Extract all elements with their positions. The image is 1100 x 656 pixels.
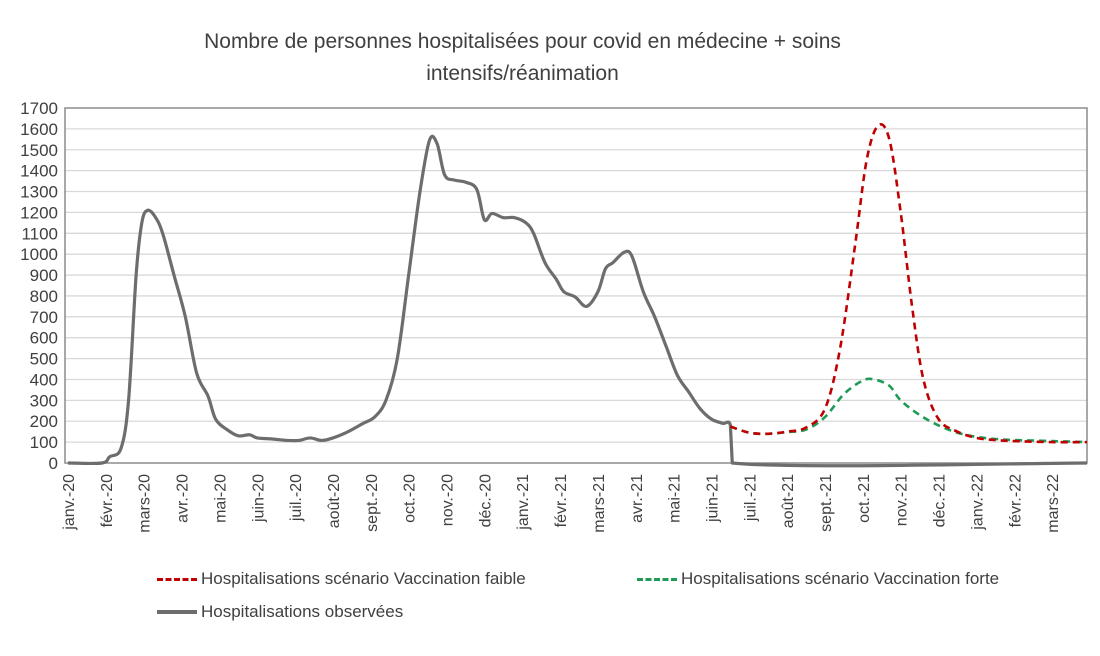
y-tick-label: 1300	[20, 183, 58, 202]
chart-title-line-1: Nombre de personnes hospitalisées pour c…	[204, 30, 841, 53]
y-tick-label: 200	[30, 412, 58, 431]
x-tick-label: juil.-21	[742, 474, 759, 522]
x-tick-label: oct.-21	[856, 474, 873, 523]
y-tick-label: 1400	[20, 162, 58, 181]
series-lines	[67, 123, 1088, 468]
legend-item-vaccination-forte: Hospitalisations scénario Vaccination fo…	[637, 569, 999, 589]
x-tick-label: oct.-20	[402, 474, 419, 523]
x-tick-label: sept.-20	[364, 474, 381, 532]
x-tick-label: févr.-22	[1007, 474, 1024, 527]
x-tick-label: juil.-20	[288, 474, 305, 522]
legend-swatch-grey-solid	[157, 610, 197, 614]
plot-area-border	[64, 107, 1088, 464]
x-tick-label: mai-20	[212, 474, 229, 523]
x-tick-label: déc.-21	[932, 474, 949, 527]
y-tick-label: 600	[30, 329, 58, 348]
chart-title: Nombre de personnes hospitalisées pour c…	[0, 26, 1045, 90]
y-tick-label: 700	[30, 308, 58, 327]
legend-swatch-red-dashed	[157, 577, 197, 581]
y-tick-label: 0	[49, 454, 58, 473]
y-tick-label: 300	[30, 391, 58, 410]
x-tick-label: mai-21	[667, 474, 684, 523]
x-tick-label: mars-22	[1045, 474, 1062, 533]
gridlines	[65, 128, 1087, 443]
x-tick-label: févr.-21	[553, 474, 570, 527]
series-line-observees	[67, 134, 1088, 468]
chart-title-line-2: intensifs/réanimation	[426, 62, 619, 85]
y-tick-label: 1500	[20, 141, 58, 160]
x-tick-label: nov.-21	[894, 474, 911, 526]
legend-label: Hospitalisations observées	[201, 602, 404, 621]
x-tick-label: avr.-21	[629, 474, 646, 523]
y-tick-label: 1600	[20, 120, 58, 139]
x-tick-label: nov.-20	[440, 474, 457, 526]
x-tick-label: janv.-22	[969, 474, 986, 531]
y-tick-label: 100	[30, 433, 58, 452]
y-tick-label: 800	[30, 287, 58, 306]
x-tick-label: sept.-21	[818, 474, 835, 532]
x-tick-label: août-20	[326, 474, 343, 528]
x-tick-label: janv.-20	[61, 474, 78, 531]
y-tick-label: 900	[30, 266, 58, 285]
x-tick-label: mars-21	[591, 474, 608, 533]
y-tick-label: 1700	[20, 99, 58, 118]
y-tick-label: 500	[30, 350, 58, 369]
y-tick-label: 400	[30, 370, 58, 389]
legend-swatch-green-dashed	[637, 577, 677, 581]
legend-label: Hospitalisations scénario Vaccination fa…	[201, 569, 526, 588]
x-tick-label: avr.-20	[175, 474, 192, 523]
y-tick-label: 1000	[20, 245, 58, 264]
y-tick-label: 1200	[20, 203, 58, 222]
x-tick-label: août-21	[780, 474, 797, 528]
x-tick-label: juin-21	[704, 474, 721, 523]
legend-item-observees: Hospitalisations observées	[157, 602, 403, 622]
x-axis-ticks: janv.-20 févr.-20 mars-20 avr.-20 mai-20 juin…	[61, 474, 1062, 533]
x-tick-label: déc.-20	[477, 474, 494, 527]
x-tick-label: juin-20	[250, 474, 267, 523]
legend-label: Hospitalisations scénario Vaccination fo…	[681, 569, 1000, 588]
series-line-vaccination-faible	[729, 123, 1088, 444]
legend-item-vaccination-faible: Hospitalisations scénario Vaccination fa…	[157, 569, 526, 589]
x-tick-label: févr.-20	[99, 474, 116, 527]
x-tick-label: janv.-21	[515, 474, 532, 531]
x-tick-label: mars-20	[137, 474, 154, 533]
y-tick-label: 1100	[21, 224, 58, 243]
